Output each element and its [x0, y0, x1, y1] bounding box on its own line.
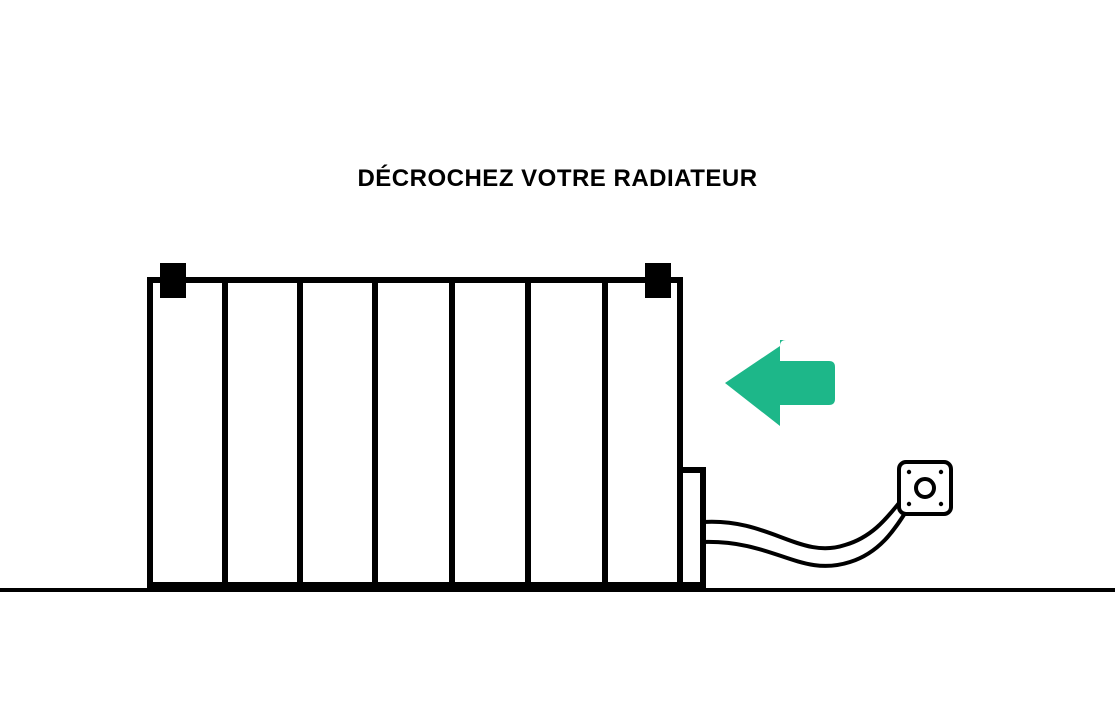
power-cable: [703, 493, 914, 566]
instruction-title: DÉCROCHEZ VOTRE RADIATEUR: [0, 165, 1115, 193]
wall-outlet-screw: [939, 470, 943, 474]
radiator-top-cap: [160, 263, 186, 298]
diagram-canvas: DÉCROCHEZ VOTRE RADIATEUR: [0, 0, 1115, 720]
wall-outlet-screw: [939, 502, 943, 506]
radiator-top-cap: [645, 263, 671, 298]
radiator-body: [150, 280, 680, 585]
diagram-svg: [0, 0, 1115, 720]
radiator-control-box: [680, 470, 703, 585]
wall-outlet-screw: [907, 470, 911, 474]
direction-arrow-icon: [725, 340, 835, 426]
wall-outlet-box: [899, 462, 951, 514]
wall-outlet-screw: [907, 502, 911, 506]
